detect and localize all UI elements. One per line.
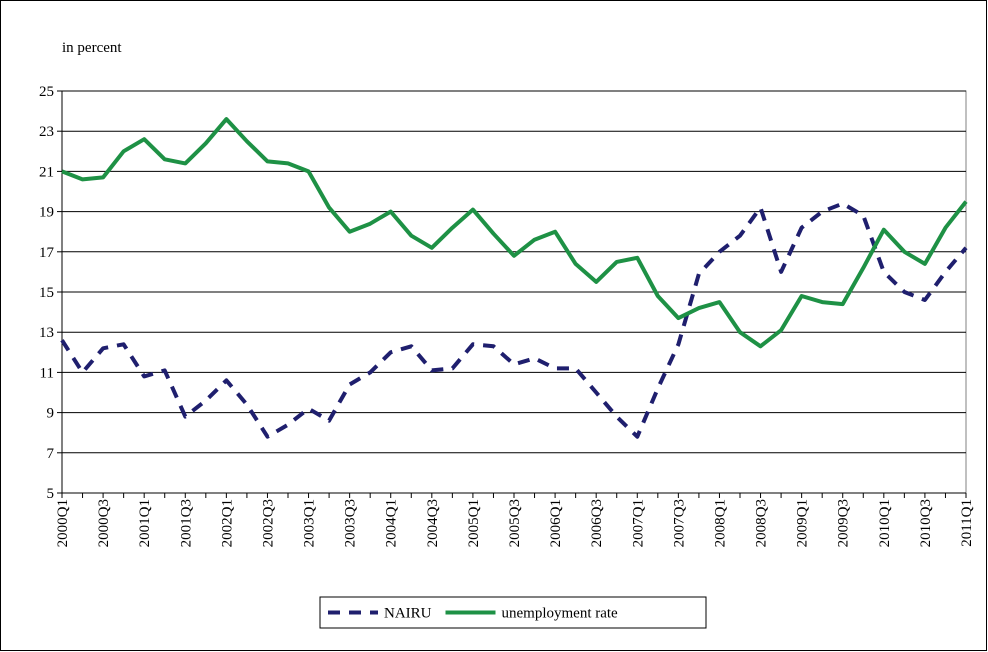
x-tick-label: 2005Q1 (466, 499, 482, 547)
y-tick-label: 15 (39, 285, 54, 301)
x-tick-label: 2002Q1 (219, 499, 235, 547)
x-tick-label: 2008Q3 (754, 499, 770, 547)
x-tick-label: 2005Q3 (507, 499, 523, 547)
y-tick-label: 5 (47, 486, 55, 502)
x-tick-label: 2004Q3 (425, 499, 441, 547)
legend-label: NAIRU (384, 606, 432, 622)
y-tick-label: 17 (39, 245, 55, 261)
x-tick-label: 2000Q3 (96, 499, 112, 547)
y-axis-label: in percent (62, 40, 122, 56)
x-tick-label: 2002Q3 (260, 499, 276, 547)
x-tick-label: 2011Q1 (959, 499, 975, 547)
legend-box (319, 596, 707, 629)
x-tick-label: 2006Q3 (589, 499, 605, 547)
y-tick-label: 19 (39, 205, 54, 221)
x-tick-label: 2006Q1 (548, 499, 564, 547)
x-tick-label: 2009Q3 (836, 499, 852, 547)
x-tick-label: 2007Q1 (630, 499, 646, 547)
x-tick-label: 2001Q1 (137, 499, 153, 547)
x-tick-label: 2008Q1 (712, 499, 728, 547)
y-tick-label: 25 (39, 84, 54, 100)
y-tick-label: 11 (40, 365, 54, 381)
x-tick-label: 2010Q1 (877, 499, 893, 547)
x-tick-label: 2007Q3 (671, 499, 687, 547)
y-tick-label: 13 (39, 325, 54, 341)
x-tick-label: 2000Q1 (55, 499, 71, 547)
x-tick-label: 2003Q3 (343, 499, 359, 547)
series-line (61, 117, 968, 349)
y-tick-label: 23 (39, 124, 54, 140)
y-tick-label: 21 (39, 164, 54, 180)
x-tick-label: 2004Q1 (384, 499, 400, 547)
legend-label: unemployment rate (502, 606, 619, 622)
x-tick-label: 2003Q1 (302, 499, 318, 547)
y-tick-label: 9 (47, 406, 55, 422)
x-tick-label: 2010Q3 (918, 499, 934, 547)
x-tick-label: 2009Q1 (795, 499, 811, 547)
x-tick-label: 2001Q3 (178, 499, 194, 547)
y-tick-label: 7 (47, 446, 55, 462)
series-line (60, 201, 968, 439)
